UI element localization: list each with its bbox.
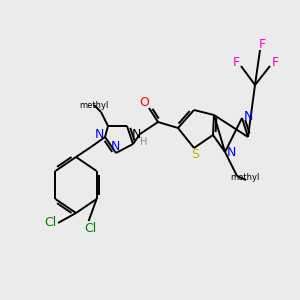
Text: N: N (226, 146, 236, 160)
Text: F: F (272, 56, 279, 68)
Text: F: F (232, 56, 240, 68)
Text: O: O (139, 97, 149, 110)
Text: H: H (140, 137, 148, 147)
Text: N: N (110, 140, 120, 154)
Text: methyl: methyl (230, 172, 260, 182)
Text: methyl: methyl (79, 100, 109, 109)
Text: S: S (191, 148, 199, 160)
Text: N: N (94, 128, 104, 142)
Text: N: N (243, 110, 253, 122)
Text: F: F (258, 38, 266, 50)
Text: Cl: Cl (85, 223, 97, 236)
Text: N: N (131, 128, 141, 142)
Text: Cl: Cl (44, 217, 56, 230)
